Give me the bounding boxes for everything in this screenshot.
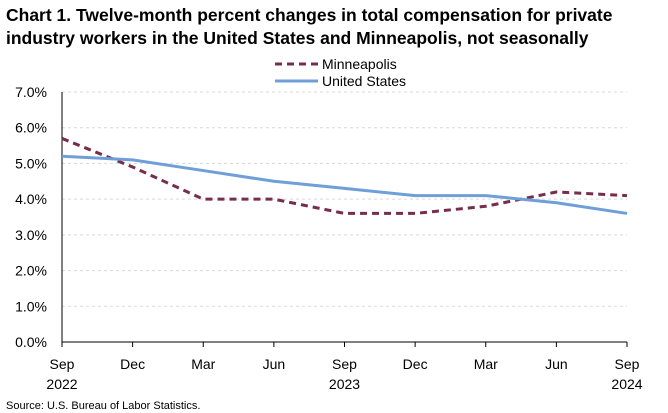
legend-label-minneapolis: Minneapolis (322, 56, 397, 72)
series-lines (61, 137, 629, 215)
x-axis-ticks: Sep 2022 Dec Mar Jun Sep 2023 Dec Mar Jun Sep 2024 (46, 342, 643, 392)
data-point-united-states (131, 158, 134, 161)
y-tick-label: 7.0% (15, 84, 47, 100)
chart-title: Chart 1. Twelve-month percent changes in… (6, 4, 662, 50)
data-point-united-states (272, 180, 275, 183)
x-tick-year-label: 2022 (46, 376, 77, 392)
data-point-united-states (555, 201, 558, 204)
source-note: Source: U.S. Bureau of Labor Statistics. (6, 400, 200, 412)
y-tick-label: 5.0% (15, 155, 47, 171)
data-point-united-states (343, 187, 346, 190)
y-axis-ticks: 0.0% 1.0% 2.0% 3.0% 4.0% 5.0% 6.0% 7.0% (15, 84, 47, 350)
x-tick-label: Mar (191, 356, 215, 372)
data-point-minneapolis (484, 205, 487, 208)
data-point-united-states (61, 155, 64, 158)
data-point-minneapolis (131, 166, 134, 169)
data-point-united-states (484, 194, 487, 197)
legend: Minneapolis United States (275, 56, 406, 89)
series-line-minneapolis (61, 137, 628, 215)
axes (61, 92, 627, 343)
chart-title-line-2: industry workers in the United States an… (6, 28, 589, 48)
x-tick-label: Dec (403, 356, 428, 372)
data-point-minneapolis (272, 198, 275, 201)
x-tick-year-label: 2024 (611, 376, 642, 392)
gridlines (62, 91, 627, 307)
series-line-united-states (61, 154, 628, 215)
x-tick-label: Sep (615, 356, 640, 372)
x-tick-label: Mar (474, 356, 498, 372)
data-point-minneapolis (414, 212, 417, 215)
chart-title-line-1: Chart 1. Twelve-month percent changes in… (6, 5, 613, 25)
y-tick-label: 1.0% (15, 298, 47, 314)
y-tick-label: 3.0% (15, 227, 47, 243)
y-tick-label: 6.0% (15, 120, 47, 136)
x-tick-label: Jun (263, 356, 286, 372)
x-tick-year-label: 2023 (329, 376, 360, 392)
x-tick-label: Jun (545, 356, 568, 372)
data-point-minneapolis (61, 137, 64, 140)
data-point-minneapolis (343, 212, 346, 215)
x-tick-label: Sep (332, 356, 357, 372)
x-tick-label: Dec (120, 356, 145, 372)
y-tick-label: 4.0% (15, 191, 47, 207)
y-tick-label: 0.0% (15, 334, 47, 350)
data-point-minneapolis (202, 198, 205, 201)
data-point-united-states (202, 169, 205, 172)
data-point-united-states (414, 194, 417, 197)
data-point-minneapolis (626, 194, 629, 197)
y-tick-label: 2.0% (15, 263, 47, 279)
data-point-minneapolis (555, 191, 558, 194)
legend-label-united-states: United States (322, 73, 406, 89)
x-tick-label: Sep (50, 356, 75, 372)
data-point-united-states (626, 212, 629, 215)
